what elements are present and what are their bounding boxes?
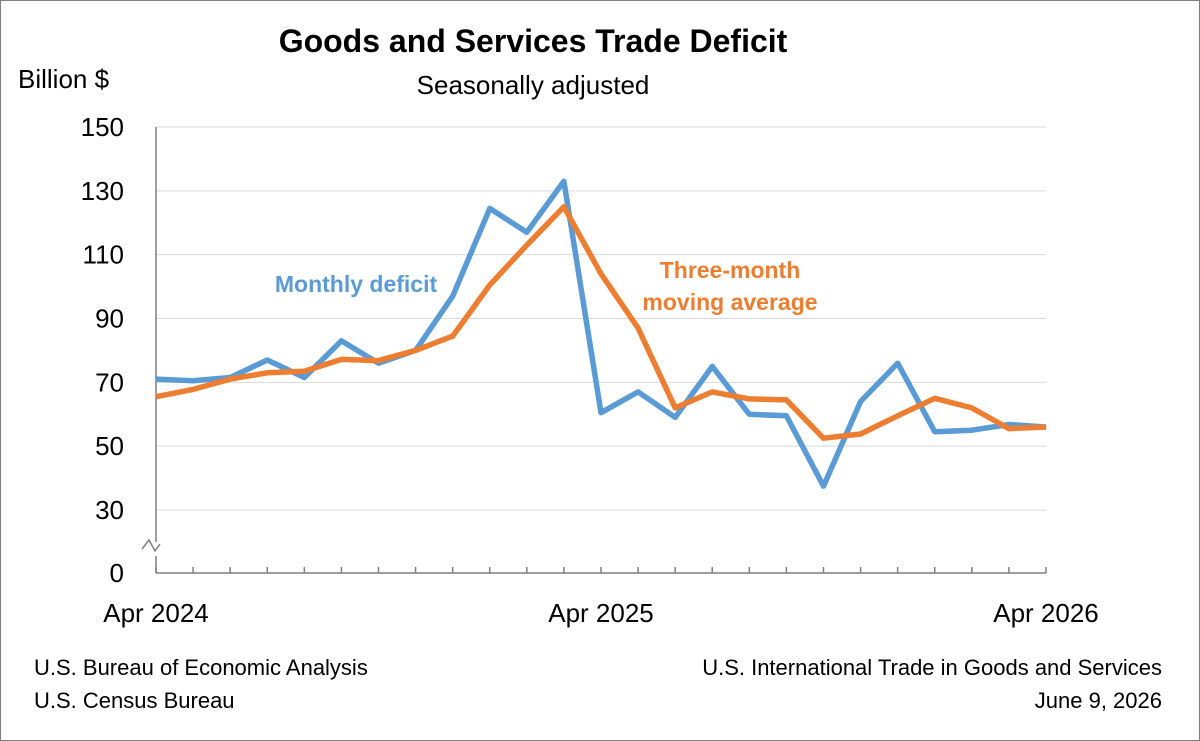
- y-tick-150: 150: [81, 112, 124, 142]
- y-tick-0: 0: [110, 558, 124, 588]
- annotation-monthly-deficit: Monthly deficit: [275, 271, 438, 297]
- y-axis-label: Billion $: [18, 64, 110, 94]
- chart-title: Goods and Services Trade Deficit: [279, 23, 788, 59]
- chart-subtitle: Seasonally adjusted: [417, 70, 650, 100]
- y-tick-70: 70: [95, 367, 124, 397]
- x-tick-label: Apr 2025: [548, 598, 654, 628]
- x-tick-labels: Apr 2024 Apr 2025 Apr 2026: [103, 598, 1099, 628]
- series-line-moving-average: [155, 204, 1047, 441]
- release-date: June 9, 2026: [1035, 688, 1162, 713]
- y-tick-50: 50: [95, 431, 124, 461]
- y-tick-90: 90: [95, 304, 124, 334]
- annotation-moving-average: moving average: [642, 289, 817, 315]
- source-census: U.S. Census Bureau: [34, 688, 235, 713]
- axes: [141, 127, 1047, 574]
- y-tick-labels: 0 30 50 70 90 110 130 150: [81, 112, 124, 588]
- y-tick-110: 110: [83, 240, 124, 270]
- x-tick-label: Apr 2026: [993, 598, 1099, 628]
- y-tick-30: 30: [95, 495, 124, 525]
- y-axis-break-mark: [141, 538, 161, 553]
- x-tick-label: Apr 2024: [103, 598, 209, 628]
- annotation-three-month: Three-month: [660, 257, 801, 283]
- gridlines: [156, 126, 1046, 511]
- release-title: U.S. International Trade in Goods and Se…: [702, 655, 1162, 680]
- y-tick-130: 130: [81, 176, 124, 206]
- series-lines: [155, 178, 1047, 489]
- source-bea: U.S. Bureau of Economic Analysis: [34, 655, 368, 680]
- series-line-monthly-deficit: [155, 178, 1047, 489]
